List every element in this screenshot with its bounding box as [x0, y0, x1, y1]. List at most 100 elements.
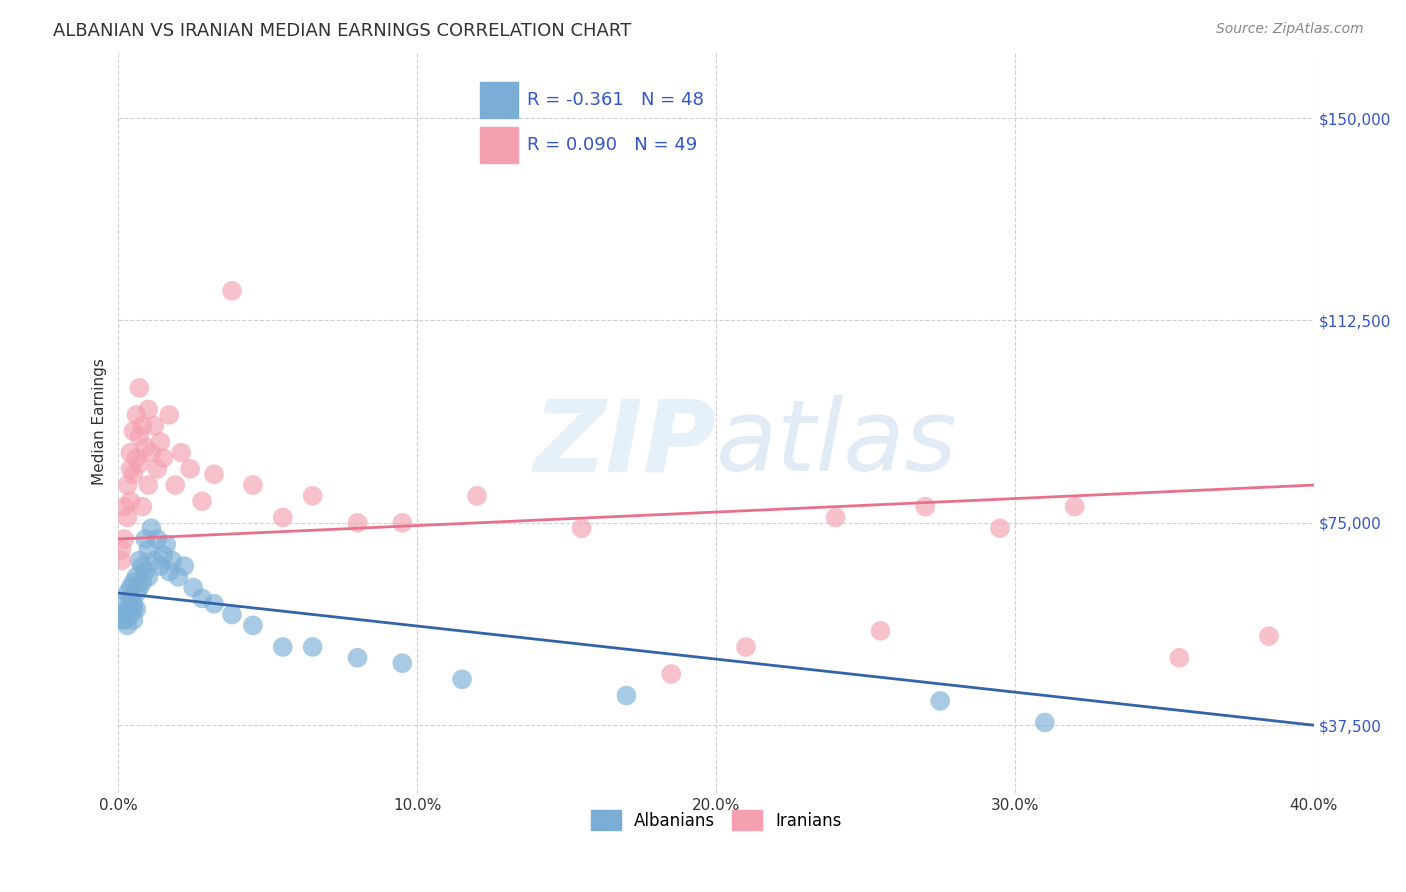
- Point: [125, 602, 148, 616]
- Point: [110, 613, 132, 627]
- Point: [346, 650, 368, 665]
- Point: [191, 494, 214, 508]
- Point: [165, 478, 187, 492]
- Point: [271, 640, 294, 654]
- Point: [125, 408, 148, 422]
- Point: [117, 478, 139, 492]
- Point: [134, 565, 156, 579]
- Point: [735, 640, 758, 654]
- Point: [929, 694, 952, 708]
- Point: [120, 462, 142, 476]
- Point: [149, 434, 172, 449]
- Point: [128, 381, 150, 395]
- Point: [131, 575, 153, 590]
- Point: [128, 457, 150, 471]
- Point: [465, 489, 488, 503]
- Point: [391, 656, 413, 670]
- Point: [191, 591, 214, 606]
- Point: [221, 607, 243, 622]
- Point: [160, 553, 183, 567]
- Point: [122, 602, 145, 616]
- Point: [346, 516, 368, 530]
- Point: [242, 478, 264, 492]
- Point: [1258, 629, 1281, 643]
- Point: [391, 516, 413, 530]
- Point: [824, 510, 846, 524]
- Point: [869, 624, 891, 638]
- Point: [131, 418, 153, 433]
- Point: [122, 424, 145, 438]
- Point: [134, 532, 156, 546]
- Point: [136, 542, 159, 557]
- Point: [271, 510, 294, 524]
- Point: [136, 570, 159, 584]
- Point: [1063, 500, 1085, 514]
- Point: [221, 284, 243, 298]
- Point: [122, 613, 145, 627]
- Point: [117, 602, 139, 616]
- Point: [117, 510, 139, 524]
- Point: [181, 581, 204, 595]
- Point: [167, 570, 190, 584]
- Point: [120, 607, 142, 622]
- Point: [125, 451, 148, 466]
- Point: [571, 521, 593, 535]
- Point: [1168, 650, 1191, 665]
- Point: [451, 673, 474, 687]
- Point: [120, 446, 142, 460]
- Point: [988, 521, 1011, 535]
- Point: [143, 553, 166, 567]
- Point: [152, 451, 174, 466]
- Point: [202, 597, 225, 611]
- Point: [131, 500, 153, 514]
- Point: [110, 553, 132, 567]
- Point: [122, 467, 145, 482]
- Point: [136, 478, 159, 492]
- Text: Source: ZipAtlas.com: Source: ZipAtlas.com: [1216, 22, 1364, 37]
- Point: [125, 570, 148, 584]
- Point: [122, 597, 145, 611]
- Point: [120, 581, 142, 595]
- Point: [173, 559, 195, 574]
- Point: [157, 565, 180, 579]
- Point: [128, 581, 150, 595]
- Y-axis label: Median Earnings: Median Earnings: [93, 359, 107, 485]
- Point: [112, 500, 135, 514]
- Point: [120, 494, 142, 508]
- Point: [202, 467, 225, 482]
- Point: [112, 613, 135, 627]
- Point: [128, 553, 150, 567]
- Point: [155, 537, 177, 551]
- Text: ALBANIAN VS IRANIAN MEDIAN EARNINGS CORRELATION CHART: ALBANIAN VS IRANIAN MEDIAN EARNINGS CORR…: [53, 22, 631, 40]
- Legend: Albanians, Iranians: Albanians, Iranians: [583, 804, 848, 837]
- Point: [117, 586, 139, 600]
- Point: [149, 559, 172, 574]
- Point: [128, 429, 150, 443]
- Point: [120, 591, 142, 606]
- Point: [136, 402, 159, 417]
- Point: [122, 575, 145, 590]
- Point: [141, 521, 163, 535]
- Point: [301, 640, 323, 654]
- Point: [110, 607, 132, 622]
- Point: [146, 532, 169, 546]
- Point: [170, 446, 193, 460]
- Point: [125, 586, 148, 600]
- Point: [659, 667, 682, 681]
- Point: [141, 446, 163, 460]
- Point: [914, 500, 936, 514]
- Point: [179, 462, 201, 476]
- Point: [131, 559, 153, 574]
- Point: [1033, 715, 1056, 730]
- Text: ZIP: ZIP: [533, 395, 716, 492]
- Text: atlas: atlas: [716, 395, 957, 492]
- Point: [301, 489, 323, 503]
- Point: [146, 462, 169, 476]
- Point: [143, 418, 166, 433]
- Point: [134, 440, 156, 454]
- Point: [112, 532, 135, 546]
- Point: [117, 618, 139, 632]
- Point: [152, 548, 174, 562]
- Point: [242, 618, 264, 632]
- Point: [110, 542, 132, 557]
